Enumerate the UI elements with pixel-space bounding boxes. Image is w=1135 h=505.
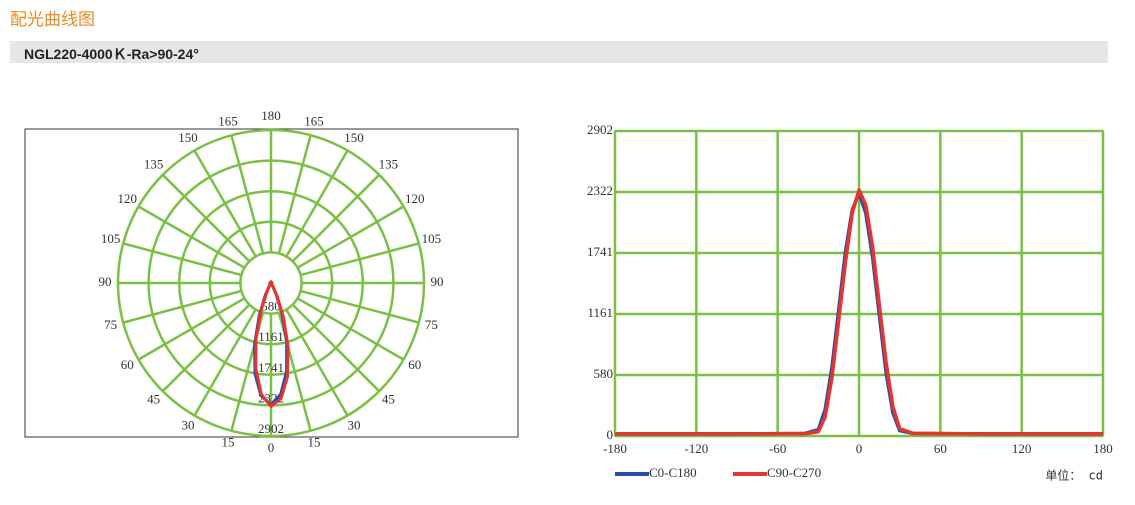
x-tick-label: 120: [1012, 441, 1032, 456]
legend-label: C90-C270: [767, 465, 821, 480]
angle-label: 150: [178, 130, 198, 145]
radius-label: 1161: [258, 329, 284, 344]
angle-label: 90: [431, 274, 444, 289]
angle-label: 75: [425, 317, 438, 332]
x-tick-label: -180: [603, 441, 627, 456]
angle-label: 90: [99, 274, 112, 289]
ring-grid-line: [177, 189, 365, 377]
angle-label: 135: [144, 157, 164, 172]
angle-label: 180: [261, 108, 281, 123]
series-line: [615, 188, 1103, 436]
angle-label: 75: [104, 317, 117, 332]
angle-label: 135: [379, 157, 399, 172]
polar-curve: [254, 280, 290, 408]
y-tick-label: 1741: [587, 244, 613, 259]
angle-label: 15: [222, 434, 235, 449]
x-tick-label: -120: [684, 441, 708, 456]
x-tick-label: 0: [856, 441, 863, 456]
unit-label: 单位： cd: [1045, 468, 1103, 483]
y-tick-label: 2902: [587, 122, 613, 137]
angle-label: 60: [408, 357, 421, 372]
x-tick-label: -60: [769, 441, 786, 456]
radius-label: 1741: [258, 360, 284, 375]
x-tick-label: 180: [1093, 441, 1113, 456]
radius-label: 2902: [258, 421, 284, 436]
angle-label: 120: [117, 191, 137, 206]
x-tick-label: 60: [934, 441, 947, 456]
model-name: NGL220-4000Ｋ-Ra>90-24°: [24, 46, 199, 62]
angle-label: 15: [307, 434, 320, 449]
y-tick-label: 0: [607, 427, 614, 442]
model-bar: NGL220-4000Ｋ-Ra>90-24°: [10, 41, 1108, 63]
y-tick-label: 2322: [587, 183, 613, 198]
y-tick-label: 580: [594, 366, 614, 381]
legend-label: C0-C180: [649, 465, 697, 480]
angle-label: 165: [304, 114, 324, 129]
angle-label: 150: [344, 130, 364, 145]
radius-label: 580: [261, 299, 281, 314]
angle-label: 60: [121, 357, 134, 372]
angle-label: 30: [182, 418, 195, 433]
ring-grid-line: [239, 251, 303, 315]
angle-label: 30: [348, 418, 361, 433]
angle-label: 120: [405, 191, 425, 206]
angle-label: 105: [422, 231, 442, 246]
ring-grid-line: [116, 128, 426, 438]
angle-label: 0: [268, 440, 275, 455]
angle-label: 105: [101, 231, 121, 246]
page-title: 配光曲线图: [10, 10, 95, 29]
angle-label: 45: [382, 391, 395, 406]
angle-label: 165: [218, 114, 238, 129]
ring-grid-line: [208, 220, 334, 346]
angle-label: 45: [147, 391, 160, 406]
y-tick-label: 1161: [587, 305, 613, 320]
